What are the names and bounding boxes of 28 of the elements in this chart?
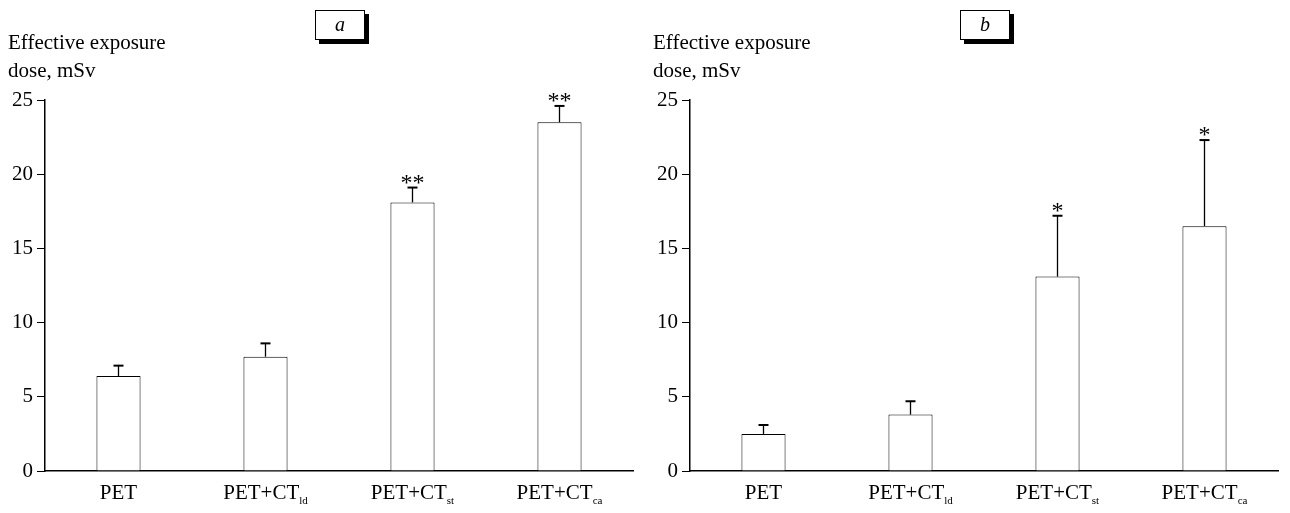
annotation: **	[547, 87, 572, 114]
x-tick-label: PET+CT$_{st}$	[370, 480, 455, 507]
y-tick-label: 25	[657, 86, 678, 111]
y-axis-title: Effective exposure dose, mSv	[653, 29, 812, 84]
annotation: **	[400, 168, 425, 195]
x-tick-label: PET+CT$_{ld}$	[223, 480, 308, 507]
chart-title: a	[315, 10, 365, 40]
x-tick-label: PET+CT$_{ca}$	[516, 480, 603, 507]
y-tick-label: 15	[12, 234, 33, 259]
x-tick-label: PET+CT$_{ca}$	[1161, 480, 1248, 507]
y-tick-label: 20	[657, 160, 678, 185]
y-tick-label: 10	[657, 309, 678, 334]
y-tick-label: 5	[667, 383, 678, 408]
x-tick-label: PET+CT$_{st}$	[1015, 480, 1100, 507]
y-tick-label: 10	[12, 309, 33, 334]
annotation: *	[1198, 121, 1211, 148]
x-tick-label: PET	[99, 480, 138, 505]
x-tick-label: PET+CT$_{ld}$	[868, 480, 953, 507]
y-tick-label: 25	[12, 86, 33, 111]
chart-title: b	[960, 10, 1010, 40]
annotation: *	[1051, 197, 1064, 224]
y-axis-title: Effective exposure dose, mSv	[8, 29, 167, 84]
y-tick-label: 15	[657, 234, 678, 259]
y-tick-label: 5	[22, 383, 33, 408]
y-tick-label: 0	[22, 457, 33, 482]
x-tick-label: PET	[744, 480, 783, 505]
y-tick-label: 0	[667, 457, 678, 482]
y-tick-label: 20	[12, 160, 33, 185]
